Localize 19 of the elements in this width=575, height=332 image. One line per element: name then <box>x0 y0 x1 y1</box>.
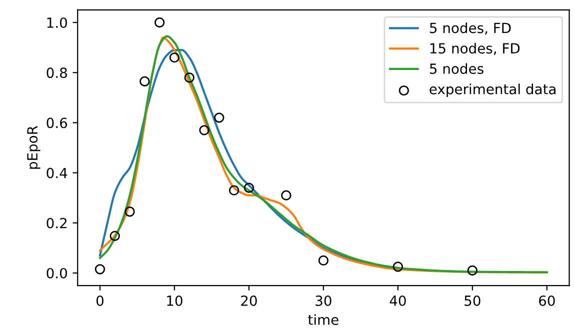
legend-label: 15 nodes, FD <box>430 42 520 56</box>
x-tick-label: 0 <box>96 295 104 306</box>
x-tick-label: 30 <box>316 295 332 306</box>
x-tick-label: 10 <box>167 295 182 306</box>
x-tick-label: 20 <box>241 295 257 306</box>
x-tick-label: 60 <box>539 295 555 306</box>
y-tick-label: 0.4 <box>46 168 68 178</box>
legend-label: experimental data <box>430 84 556 98</box>
y-tick-label: 0.0 <box>46 268 67 278</box>
y-tick-label: 0.6 <box>46 118 68 128</box>
x-axis-title: time <box>308 314 338 325</box>
y-tick-label: 0.2 <box>46 218 67 228</box>
y-axis-title: pEpoR <box>27 126 40 169</box>
y-tick-label: 0.8 <box>46 68 67 78</box>
x-tick-label: 40 <box>390 295 406 306</box>
x-tick-label: 50 <box>464 295 480 306</box>
legend-label: 5 nodes, FD <box>430 22 511 35</box>
legend-label: 5 nodes <box>430 63 484 74</box>
y-tick-label: 1.0 <box>47 17 67 28</box>
